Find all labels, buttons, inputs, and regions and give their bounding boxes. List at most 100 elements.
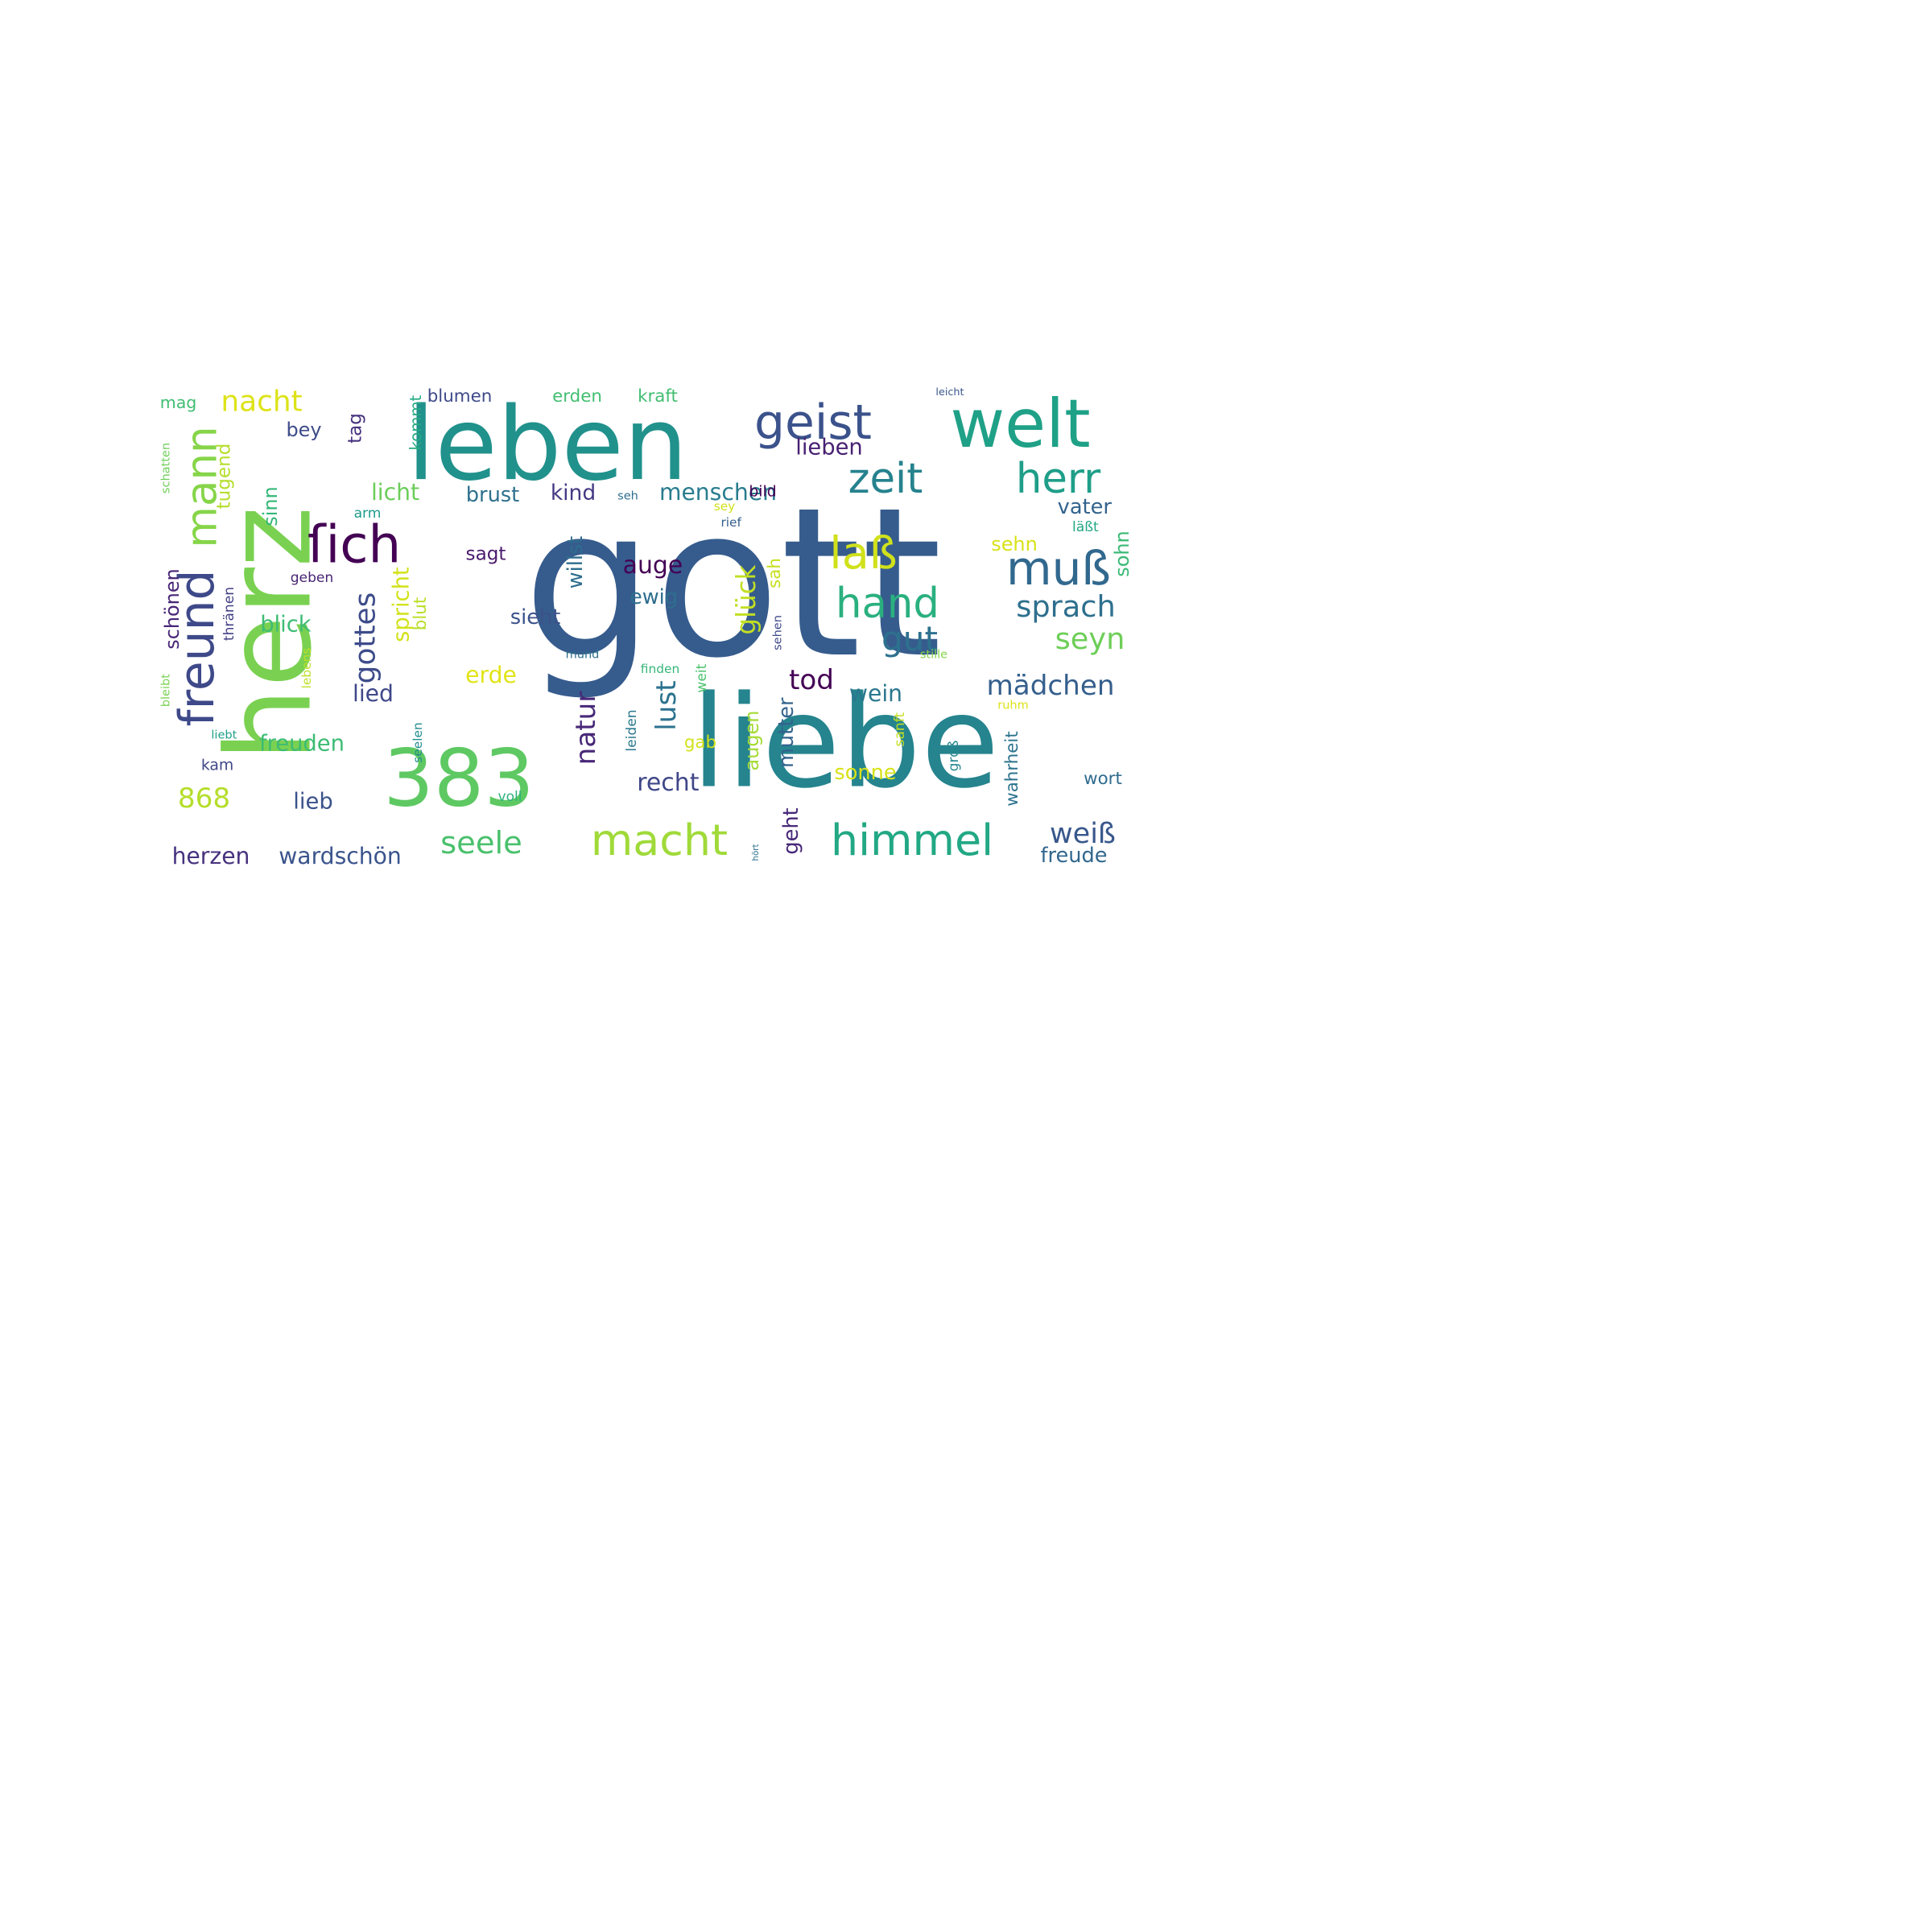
word-gottes: gottes [349,592,382,684]
word-leicht: leicht [935,386,964,398]
word-herr: herr [1016,455,1101,503]
word-kommt: kommt [407,394,425,450]
word-sich: ſich [308,516,401,576]
word-geht: geht [779,807,803,854]
word-mag: mag [160,393,197,412]
word-ruhm: ruhm [997,700,1029,712]
word-laesst: läßt [1072,519,1099,535]
word-finden: finden [641,662,679,676]
word-liebt: liebt [211,729,237,742]
word-vater: vater [1058,495,1113,519]
word-sey: sey [714,499,736,514]
word-383: 383 [383,733,535,825]
word-zeit: zeit [848,455,923,503]
word-herzen: herzen [172,843,250,869]
word-sohn: sohn [1111,530,1133,576]
word-blick: blick [260,613,312,638]
word-tod: tod [789,664,834,696]
word-lebens: lebens [299,648,314,689]
word-schatten: schatten [160,443,173,493]
word-rief: rief [720,515,741,530]
word-natur: natur [570,691,602,766]
word-weit: weit [694,663,710,692]
word-sah: sah [765,558,785,588]
word-maedchen: mädchen [986,670,1114,702]
word-liebe: liebe [691,669,1000,817]
word-kind: kind [551,481,596,506]
word-kam: kam [201,758,233,774]
word-sonne: sonne [834,761,896,785]
word-mutter: mutter [774,697,799,768]
word-wort: wort [1084,769,1122,789]
word-freund: freund [169,570,225,727]
word-gott: gott [523,464,943,704]
word-leiden: leiden [624,709,640,751]
word-nacht: nacht [221,386,302,419]
word-welt: welt [950,385,1090,463]
word-thraenen: thränen [221,587,237,641]
word-willst: willst [564,536,588,589]
word-kraft: kraft [638,386,678,407]
word-seh: seh [617,490,638,503]
word-lust: lust [650,680,683,730]
word-seyn: seyn [1055,621,1125,656]
word-lass: laß [829,527,897,580]
word-licht: licht [371,479,419,506]
word-sehen: sehen [772,615,785,650]
word-weiss: weiß [1050,817,1116,850]
word-voll: voll [497,789,522,805]
word-bild: bild [749,484,776,501]
word-erden: erden [552,386,602,407]
word-seelen: seelen [411,722,425,762]
word-spricht: spricht [390,567,415,642]
word-sieht: sieht [510,605,561,630]
word-recht: recht [637,769,699,797]
word-geist: geist [754,394,872,451]
word-tugend: tugend [214,444,235,510]
word-ewig: ewig [630,585,678,609]
word-auge: auge [623,551,683,580]
word-tag: tag [345,413,366,444]
word-sagt: sagt [466,544,506,565]
word-menschen: menschen [659,479,777,506]
word-erde: erde [465,662,517,688]
word-stille: stille [920,649,947,662]
word-bey: bey [286,419,321,441]
word-wein: wein [849,680,902,707]
word-muss: muß [1006,541,1111,596]
word-gross: groß [946,741,962,772]
word-wardschoen: wardschön [279,843,402,869]
word-sinn: sinn [259,486,282,526]
word-seele: seele [440,825,522,861]
word-geben: geben [291,570,334,586]
word-hoert: hört [751,844,761,861]
word-wahrheit: wahrheit [1002,731,1022,807]
word-herz: herz [202,506,338,762]
word-freuden: freuden [259,732,345,757]
word-sprach: sprach [1016,589,1116,624]
word-blumen: blumen [427,386,493,407]
word-bleibt: bleibt [160,674,173,707]
word-brust: brust [466,483,519,507]
word-lieb: lieb [293,790,332,815]
word-schoenen: schönen [161,568,184,649]
word-lieben: lieben [795,436,863,460]
word-mund: mund [566,649,600,662]
word-gut: gut [881,619,938,658]
word-glueck: glück [731,564,762,634]
word-sanft: sanft [892,712,908,747]
word-868: 868 [178,782,230,815]
word-augen: augen [741,711,763,771]
word-freude: freude [1040,844,1107,868]
word-himmel: himmel [831,815,993,865]
word-mann: mann [178,426,227,547]
word-hand: hand [836,580,939,628]
word-lied: lied [353,680,394,707]
word-gab: gab [684,733,716,753]
word-macht: macht [591,815,728,865]
word-blut: blut [411,597,431,630]
word-leben: leben [407,385,688,503]
word-sehn: sehn [991,533,1038,555]
word-arm: arm [354,506,382,522]
